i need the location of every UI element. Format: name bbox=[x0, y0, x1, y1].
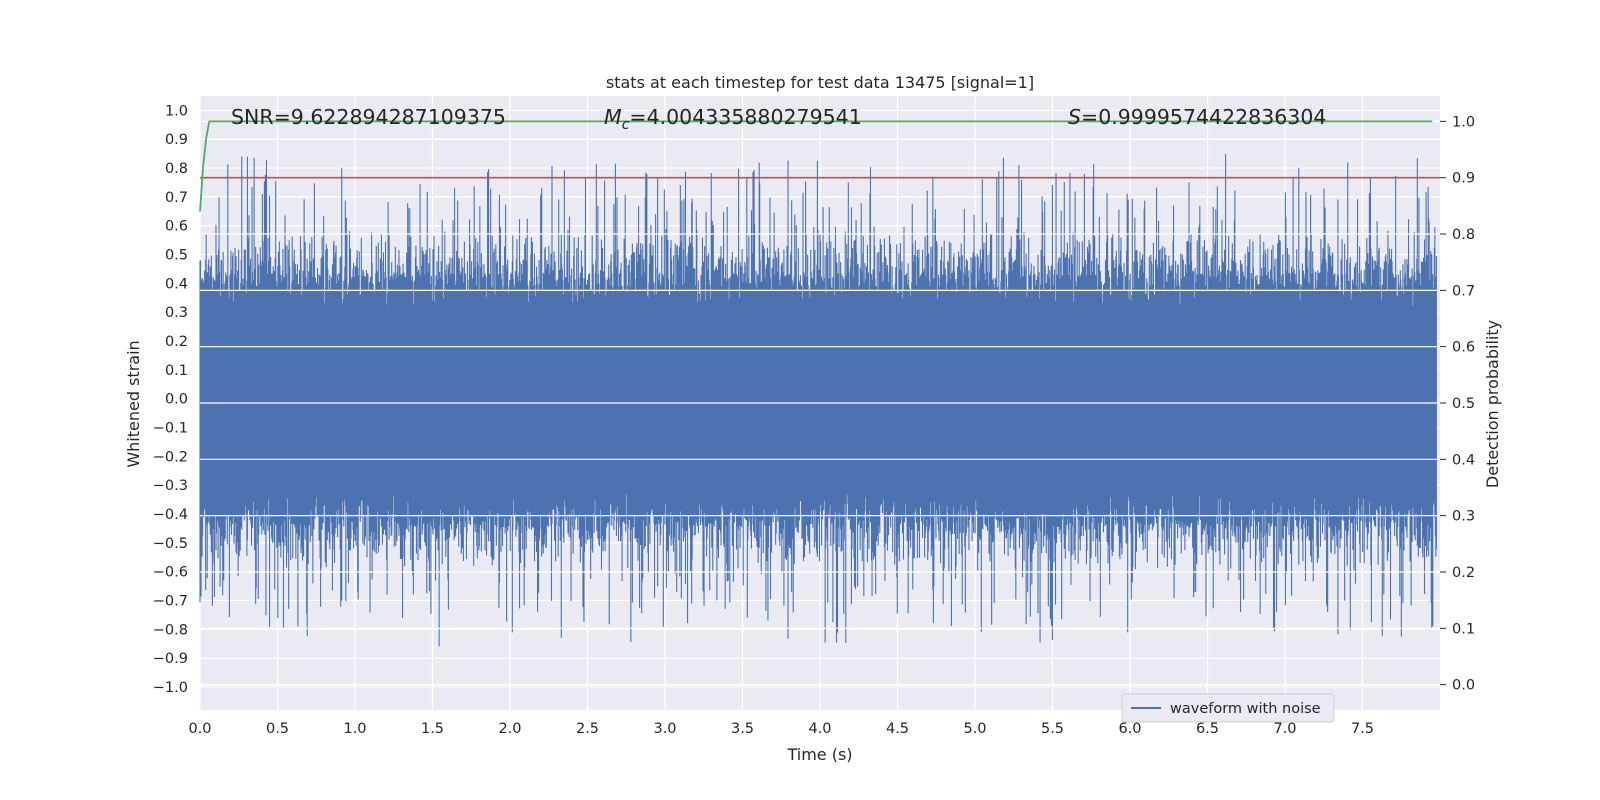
chart-title: stats at each timestep for test data 134… bbox=[606, 73, 1034, 92]
y2-tick-label: 0.4 bbox=[1452, 452, 1475, 468]
y-tick-label: 0.3 bbox=[165, 305, 188, 321]
y-axis-title: Whitened strain bbox=[124, 340, 143, 467]
y2-tick-label: 0.1 bbox=[1452, 621, 1475, 637]
y-tick-label: −0.2 bbox=[153, 449, 188, 465]
y2-tick-label: 1.0 bbox=[1452, 114, 1475, 130]
x-tick-label: 2.0 bbox=[498, 721, 521, 737]
y-tick-label: 1.0 bbox=[165, 103, 188, 119]
chirp-mass-subscript: c bbox=[622, 117, 630, 133]
y-tick-label: −0.1 bbox=[153, 421, 188, 437]
y-tick-label: −0.7 bbox=[153, 593, 188, 609]
probability-series bbox=[199, 120, 1440, 212]
s-annotation: S=0.9999574422836304 bbox=[1068, 105, 1326, 129]
y-tick-label: 0.0 bbox=[165, 392, 188, 408]
y-tick-label: −1.0 bbox=[153, 680, 188, 696]
x-tick-label: 4.0 bbox=[808, 721, 831, 737]
y2-tick-label: 0.7 bbox=[1452, 283, 1475, 299]
x-tick-label: 7.5 bbox=[1351, 721, 1374, 737]
x-tick-label: 5.5 bbox=[1041, 721, 1064, 737]
x-tick-label: 1.0 bbox=[343, 721, 366, 737]
y-tick-label: 0.5 bbox=[165, 248, 188, 264]
y-tick-label: −0.5 bbox=[153, 536, 188, 552]
snr-annotation: SNR=9.622894287109375 bbox=[231, 105, 506, 129]
y-tick-label: −0.6 bbox=[153, 565, 188, 581]
x-tick-label: 5.0 bbox=[963, 721, 986, 737]
legend-label: waveform with noise bbox=[1170, 701, 1321, 717]
x-tick-label: 3.5 bbox=[731, 721, 754, 737]
y-tick-label: −0.9 bbox=[153, 651, 188, 667]
y-tick-label: −0.3 bbox=[153, 478, 188, 494]
y-tick-label: −0.4 bbox=[153, 507, 188, 523]
y2-tick-label: 0.6 bbox=[1452, 340, 1475, 356]
y2-tick-label: 0.3 bbox=[1452, 509, 1475, 525]
y-tick-label: 0.7 bbox=[165, 190, 188, 206]
y2-tick-label: 0.5 bbox=[1452, 396, 1475, 412]
x-tick-label: 7.0 bbox=[1273, 721, 1296, 737]
y2-axis-title: Detection probability bbox=[1483, 320, 1502, 488]
x-tick-label: 0.5 bbox=[266, 721, 289, 737]
x-tick-label: 0.0 bbox=[188, 721, 211, 737]
y-tick-label: 0.4 bbox=[165, 276, 188, 292]
x-tick-label: 1.5 bbox=[421, 721, 444, 737]
x-tick-label: 2.5 bbox=[576, 721, 599, 737]
y-tick-label: 0.6 bbox=[165, 219, 188, 235]
x-tick-label: 6.5 bbox=[1196, 721, 1219, 737]
y2-tick-label: 0.0 bbox=[1452, 678, 1475, 694]
chirp-mass-value: =4.004335880279541 bbox=[629, 105, 861, 129]
y-tick-label: −0.8 bbox=[153, 622, 188, 638]
x-tick-label: 4.5 bbox=[886, 721, 909, 737]
y-tick-label: 0.9 bbox=[165, 132, 188, 148]
y-tick-labels: 1.0 0.9 0.8 0.7 0.6 0.5 0.4 0.3 0.2 0.1 0.0 −0.1 −0.… bbox=[153, 103, 188, 696]
chirp-mass-annotation: Mc=4.004335880279541 bbox=[604, 105, 862, 133]
x-tick-label: 3.0 bbox=[653, 721, 676, 737]
y-tick-label: 0.2 bbox=[165, 334, 188, 350]
s-symbol: S bbox=[1068, 105, 1081, 129]
y2-tick-labels: 1.0 0.9 0.8 0.7 0.6 0.5 0.4 0.3 0.2 0.1 0.0 bbox=[1440, 114, 1475, 694]
x-tick-labels: 0.0 0.5 1.0 1.5 2.0 2.5 3.0 3.5 4.0 4.5 5.0 5.5 6.0 6… bbox=[188, 721, 1374, 737]
detection-probability-line bbox=[199, 120, 1433, 212]
legend-box bbox=[1121, 693, 1335, 723]
y-tick-label: 0.1 bbox=[165, 363, 188, 379]
y2-tick-label: 0.2 bbox=[1452, 565, 1475, 581]
s-value: =0.9999574422836304 bbox=[1081, 105, 1326, 129]
x-axis-title: Time (s) bbox=[786, 745, 852, 764]
y2-tick-label: 0.8 bbox=[1452, 227, 1475, 243]
chirp-mass-symbol: M bbox=[604, 105, 622, 129]
y-tick-label: 0.8 bbox=[165, 161, 188, 177]
legend: waveform with noise bbox=[1121, 693, 1335, 723]
x-tick-label: 6.0 bbox=[1118, 721, 1141, 737]
y2-tick-label: 0.9 bbox=[1452, 171, 1475, 187]
